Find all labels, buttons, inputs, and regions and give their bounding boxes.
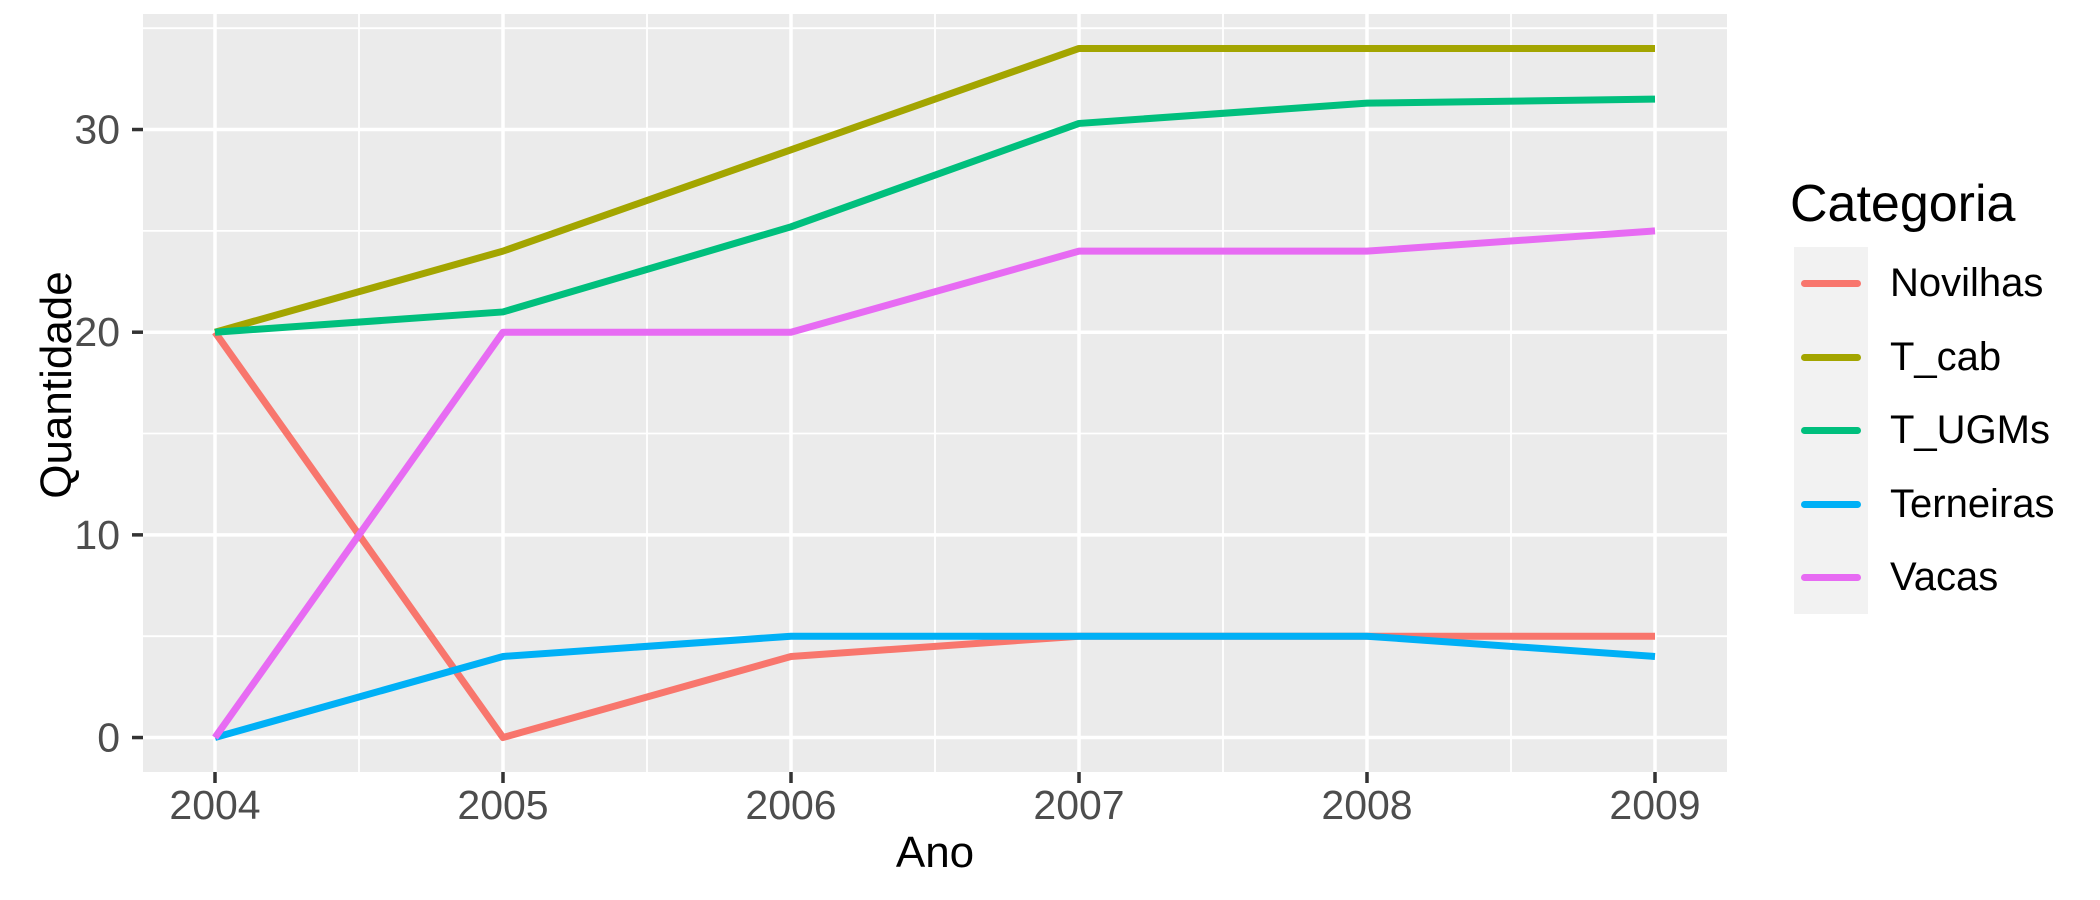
legend-item-T_UGMs: T_UGMs [1794, 393, 2055, 468]
legend-key-Vacas [1794, 540, 1868, 615]
legend-item-label: T_UGMs [1890, 408, 2050, 453]
x-tick-label-2009: 2009 [1609, 782, 1700, 828]
legend-item-Vacas: Vacas [1794, 540, 2055, 615]
legend-key-Novilhas [1794, 246, 1868, 321]
legend-key-line-icon [1801, 280, 1861, 288]
y-tick-label-10: 10 [74, 512, 120, 558]
y-tick-label-20: 20 [74, 309, 120, 355]
legend: Categoria Novilhas T_cab T_UGMs Terneiras Va… [1790, 175, 2055, 615]
x-tick-label-2006: 2006 [745, 782, 836, 828]
legend-key-line-icon [1801, 574, 1861, 582]
series-line-Terneiras [214, 632, 1656, 741]
legend-title: Categoria [1790, 175, 2016, 233]
legend-key-T_cab [1794, 320, 1868, 394]
legend-key-T_UGMs [1794, 393, 1868, 468]
legend-item-Novilhas: Novilhas [1794, 246, 2055, 321]
y-tick-label-30: 30 [74, 107, 120, 153]
legend-key-line-icon [1801, 427, 1861, 435]
legend-item-T_cab: T_cab [1794, 320, 2055, 394]
x-tick-label-2005: 2005 [457, 782, 548, 828]
legend-item-Terneiras: Terneiras [1794, 467, 2055, 541]
legend-item-label: Terneiras [1890, 481, 2055, 526]
x-tick-label-2008: 2008 [1321, 782, 1412, 828]
x-tick-label-2007: 2007 [1033, 782, 1124, 828]
legend-key-line-icon [1801, 353, 1861, 361]
series-line-Vacas [212, 227, 1656, 740]
legend-item-label: Vacas [1890, 555, 1999, 600]
series-line-T_cab [214, 44, 1655, 336]
legend-items: Novilhas T_cab T_UGMs Terneiras Vacas [1794, 246, 2055, 615]
y-tick-label-0: 0 [97, 715, 120, 761]
x-axis-title: Ano [895, 828, 975, 877]
y-axis-title: Quantidade [32, 271, 81, 499]
legend-item-label: Novilhas [1890, 261, 2044, 306]
x-tick-label-2004: 2004 [169, 782, 260, 828]
legend-key-line-icon [1801, 500, 1861, 508]
legend-key-Terneiras [1794, 467, 1868, 541]
series-line-T_UGMs [214, 95, 1656, 336]
legend-item-label: T_cab [1890, 334, 2002, 379]
